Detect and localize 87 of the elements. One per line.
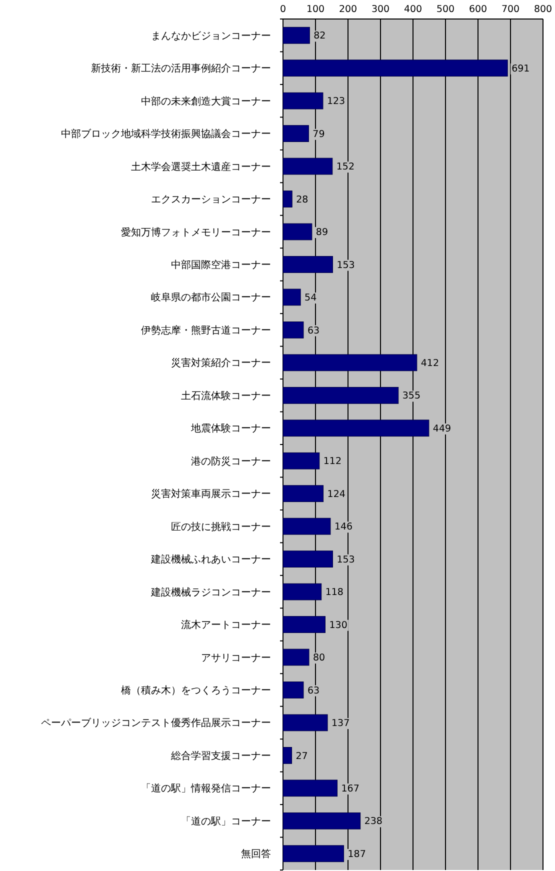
bar [282,125,309,142]
y-tick-label: エクスカーションコーナー [151,194,271,206]
y-tick-label: ペーパーブリッジコンテスト優秀作品展示コーナー [41,717,271,730]
bar [282,288,301,306]
x-tick-label: 700 [501,4,520,15]
y-tick-label: 「道の駅」コーナー [181,815,271,828]
data-label: 187 [348,848,366,860]
y-tick-label: 匠の技に挑戦コーナー [171,520,271,533]
data-label: 80 [313,652,326,664]
y-tick-label: 総合学習支援コーナー [170,750,271,762]
data-label: 112 [323,456,342,468]
bar [282,780,338,797]
bar [282,92,324,110]
bar [282,190,292,208]
y-tick-label: 建設機械ふれあいコーナー [150,554,271,566]
y-tick-label: 中部ブロック地域科学技術振興協議会コーナー [61,128,271,140]
y-tick-label: 橋（積み木）をつくろうコーナー [121,684,271,696]
bar [282,714,328,732]
data-label: 89 [316,227,328,238]
data-label: 355 [402,390,421,402]
data-label: 79 [312,128,325,140]
bar [282,386,399,404]
x-tick-label: 800 [534,4,552,15]
data-label: 27 [296,750,308,762]
bar [282,256,333,273]
y-tick-label: 土木学会選奨土木遺産コーナー [131,160,271,173]
y-tick-label: 中部国際空港コーナー [171,258,271,271]
data-label: 153 [336,260,355,271]
bar [282,812,361,830]
data-label: 167 [341,784,360,794]
data-label: 124 [327,488,346,500]
y-tick-label: 災害対策紹介コーナー [171,357,271,370]
y-tick-label: 流木アートコーナー [181,619,271,632]
bar [282,518,331,535]
bar [282,322,304,338]
data-label: 118 [325,587,344,598]
bar [282,550,333,568]
data-label: 130 [329,620,348,631]
y-tick-label: 「道の駅」情報発信コーナー [141,782,271,795]
bar [282,845,344,862]
y-tick-label: 災害対策車両展示コーナー [151,488,271,500]
data-label: 412 [420,358,440,369]
y-tick-label: 港の防災コーナー [191,455,271,468]
y-tick-label: 地震体験コーナー [190,422,271,435]
data-label: 54 [304,292,317,304]
data-label: 28 [296,194,308,206]
x-tick-label: 300 [371,4,390,15]
y-tick-label: 新技術・新工法の活用事例紹介コーナー [91,62,271,75]
data-label: 152 [336,162,355,173]
data-label: 691 [512,63,530,74]
bar [282,354,418,372]
bar [282,26,310,44]
x-tick-label: 200 [338,4,358,15]
data-label: 449 [432,423,452,434]
data-label: 137 [332,718,350,730]
data-label: 146 [334,522,353,533]
x-tick-label: 600 [468,4,488,15]
data-label: 63 [307,325,320,336]
bar [282,485,324,502]
y-tick-label: 愛知万博フォトメモリーコーナー [121,226,271,238]
bar [282,60,508,77]
bar [282,583,322,600]
x-tick-label: 400 [404,4,422,15]
data-label: 238 [364,816,382,828]
x-tick-label: 500 [436,4,455,15]
y-tick-label: まんなかビジョンコーナー [151,30,271,42]
y-tick-label: アサリコーナー [201,652,271,664]
y-tick-label: 岐阜県の都市公園コーナー [151,292,271,304]
bar [282,648,310,666]
data-label: 123 [326,96,346,108]
bar [282,223,312,240]
y-tick-label: 無回答 [241,848,271,860]
y-tick-label: 中部の未来創造大賞コーナー [141,95,271,108]
x-tick-label: 0 [280,4,286,15]
bar [282,682,304,698]
data-label: 82 [314,30,326,42]
bar [282,452,320,470]
data-label: 153 [336,554,355,566]
bar [282,158,333,175]
bar [282,616,326,633]
y-tick-label: 土石流体験コーナー [181,390,271,402]
bar [282,747,292,764]
x-tick-label: 100 [306,4,325,15]
y-tick-label: 建設機械ラジコンコーナー [150,586,271,598]
bar [282,420,430,437]
y-tick-label: 伊勢志摩・熊野古道コーナー [141,324,271,336]
data-label: 63 [307,685,320,696]
